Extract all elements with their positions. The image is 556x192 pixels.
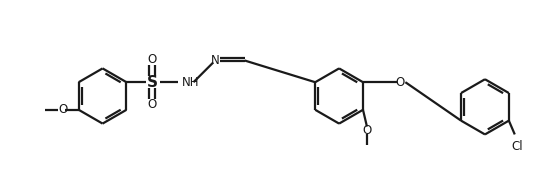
Text: S: S: [147, 75, 157, 90]
Text: O: O: [363, 124, 371, 137]
Text: NH: NH: [182, 76, 199, 89]
Text: O: O: [396, 76, 405, 89]
Text: Cl: Cl: [511, 140, 523, 153]
Text: O: O: [58, 103, 67, 116]
Text: O: O: [147, 53, 157, 66]
Text: O: O: [147, 98, 157, 111]
Text: N: N: [211, 54, 220, 67]
